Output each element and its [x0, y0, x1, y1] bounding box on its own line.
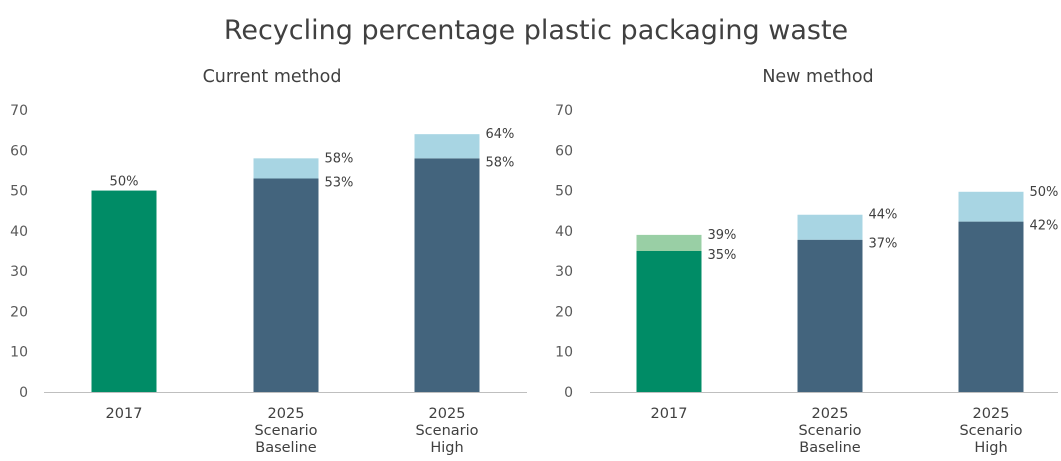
- y-tick-label: 40: [555, 224, 573, 240]
- bar-base-segment: [797, 239, 863, 392]
- data-label-total: 44%: [869, 208, 898, 223]
- bar-base-segment: [958, 221, 1024, 392]
- x-category-label: 2025: [429, 406, 466, 422]
- data-label-base: 53%: [325, 175, 354, 190]
- data-label-total: 39%: [708, 228, 737, 243]
- bar-base-segment: [253, 178, 319, 392]
- x-category-label: Baseline: [255, 440, 317, 456]
- y-tick-label: 30: [10, 264, 28, 280]
- y-tick-label: 30: [555, 264, 573, 280]
- x-category-label: Scenario: [254, 423, 317, 439]
- y-tick-label: 10: [555, 345, 573, 361]
- y-tick-label: 40: [10, 224, 28, 240]
- data-label-total: 58%: [325, 151, 354, 166]
- data-label-base: 37%: [869, 237, 898, 252]
- y-tick-label: 0: [19, 385, 28, 401]
- x-category-label: 2025: [268, 406, 305, 422]
- y-tick-label: 70: [10, 103, 28, 119]
- y-tick-label: 70: [555, 103, 573, 119]
- data-label-base: 42%: [1030, 219, 1059, 234]
- y-tick-label: 60: [10, 143, 28, 159]
- x-category-label: Scenario: [798, 423, 861, 439]
- data-label-total: 64%: [486, 127, 515, 142]
- bar-base-segment: [91, 190, 157, 392]
- bar-top-segment: [797, 214, 863, 240]
- y-tick-label: 60: [555, 143, 573, 159]
- y-tick-label: 0: [564, 385, 573, 401]
- x-category-label: Scenario: [959, 423, 1022, 439]
- x-category-label: Baseline: [799, 440, 861, 456]
- x-category-label: Scenario: [415, 423, 478, 439]
- bar-top-segment: [253, 158, 319, 179]
- bar-top-segment: [958, 191, 1024, 222]
- data-label-base: 35%: [708, 248, 737, 263]
- y-tick-label: 50: [10, 184, 28, 200]
- chart-title: Recycling percentage plastic packaging w…: [224, 15, 848, 46]
- panel-title: Current method: [203, 67, 342, 87]
- data-label-total: 50%: [110, 175, 139, 190]
- y-tick-label: 50: [555, 184, 573, 200]
- panel-title: New method: [762, 67, 873, 87]
- bar-base-segment: [636, 251, 702, 392]
- bar-base-segment: [414, 158, 480, 392]
- bar-top-segment: [636, 234, 702, 251]
- x-category-label: 2025: [973, 406, 1010, 422]
- x-category-label: 2017: [106, 406, 143, 422]
- x-category-label: High: [974, 440, 1007, 456]
- y-tick-label: 20: [555, 304, 573, 320]
- data-label-base: 58%: [486, 155, 515, 170]
- y-tick-label: 10: [10, 345, 28, 361]
- y-tick-label: 20: [10, 304, 28, 320]
- x-category-label: High: [430, 440, 463, 456]
- x-category-label: 2025: [812, 406, 849, 422]
- bar-top-segment: [414, 134, 480, 159]
- x-category-label: 2017: [651, 406, 688, 422]
- data-label-total: 50%: [1030, 185, 1059, 200]
